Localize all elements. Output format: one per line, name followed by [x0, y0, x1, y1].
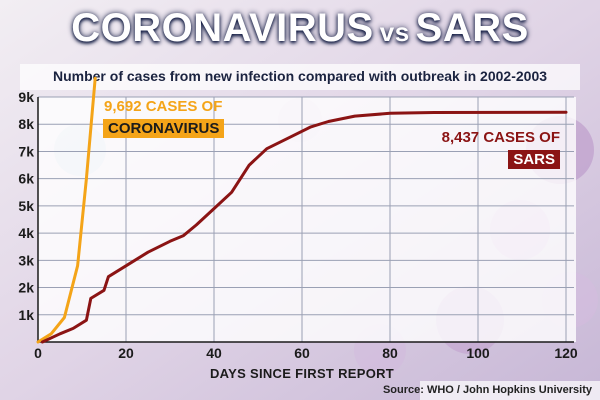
y-tick-label-4k: 4k [18, 225, 34, 241]
y-tick-label-7k: 7k [18, 143, 34, 159]
x-tick-label-20: 20 [118, 345, 134, 361]
x-axis-ticks: 0 20 40 60 80 100 120 [34, 345, 578, 361]
y-tick-label-6k: 6k [18, 171, 34, 187]
x-tick-label-40: 40 [206, 345, 222, 361]
coronavirus-annotation-count: 9,692 CASES OF [104, 98, 223, 115]
series-lines [36, 76, 568, 344]
y-axis-ticks: 1k 2k 3k 4k 5k 6k 7k 8k 9k [18, 89, 34, 323]
grid-lines [37, 96, 574, 343]
chart-subtitle: Number of cases from new infection compa… [52, 68, 548, 84]
sars-annotation-count: 8,437 CASES OF [441, 129, 560, 146]
coronavirus-annotation-label: CORONAVIRUS [103, 119, 225, 138]
page-title: CORONAVIRUS vs SARS [0, 6, 600, 51]
x-tick-label-0: 0 [34, 345, 42, 361]
source-band [420, 381, 600, 400]
title-coronavirus: CORONAVIRUS [71, 6, 374, 50]
y-tick-label-1k: 1k [18, 307, 34, 323]
series-line-coronavirus [36, 76, 97, 344]
y-tick-label-9k: 9k [18, 89, 34, 105]
subtitle-band [20, 64, 580, 90]
y-tick-label-5k: 5k [18, 198, 34, 214]
source-text: Source: WHO / John Hopkins University [382, 384, 592, 396]
y-tick-label-3k: 3k [18, 252, 34, 268]
x-tick-label-80: 80 [382, 345, 398, 361]
y-tick-label-2k: 2k [18, 280, 34, 296]
title-vs: vs [379, 17, 410, 47]
y-tick-label-8k: 8k [18, 116, 34, 132]
title-sars: SARS [415, 6, 529, 50]
x-tick-label-60: 60 [294, 345, 310, 361]
x-tick-label-100: 100 [466, 345, 490, 361]
x-tick-label-120: 120 [554, 345, 578, 361]
x-axis-label: DAYS SINCE FIRST REPORT [210, 366, 394, 381]
sars-annotation-label: SARS [508, 150, 560, 169]
series-line-sars [40, 110, 568, 344]
